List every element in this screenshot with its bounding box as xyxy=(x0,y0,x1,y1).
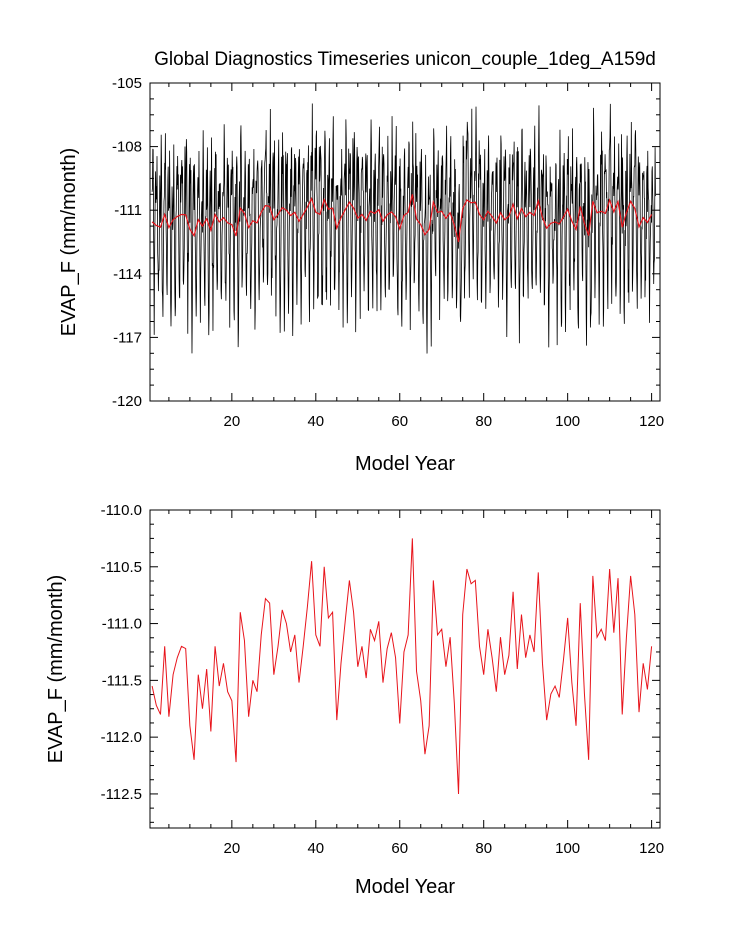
y-tick-label: -108 xyxy=(112,139,142,156)
bottom-y-axis-label: EVAP_F (mm/month) xyxy=(45,575,67,764)
x-tick-label: 120 xyxy=(639,413,664,430)
y-tick-label: -114 xyxy=(113,266,142,283)
y-tick-label: -120 xyxy=(112,393,142,410)
top-panel: -120-117-114-111-108-105 20 40 60 80 100 120 … xyxy=(58,75,664,475)
x-tick-label: 60 xyxy=(391,840,408,857)
bottom-panel: -112.5 -112.0 -111.5 -111.0 -110.5 -110.0 20 4… xyxy=(45,502,664,898)
x-tick-label: 80 xyxy=(475,840,492,857)
top-y-axis: -120 -117 -114 -111 -108 -105 xyxy=(112,75,660,410)
chart-title: Global Diagnostics Timeseries unicon_cou… xyxy=(154,49,656,70)
x-tick-label: 40 xyxy=(307,413,324,430)
y-tick-label: -110.0 xyxy=(101,502,142,519)
y-tick-label: -111.5 xyxy=(102,672,142,689)
bottom-x-axis-label: Model Year xyxy=(355,876,455,898)
y-tick-label: -112.0 xyxy=(101,729,142,746)
x-tick-label: 100 xyxy=(555,413,580,430)
y-tick-label: -111.0 xyxy=(102,616,142,633)
top-y-axis-label: EVAP_F (mm/month) xyxy=(58,148,80,337)
y-tick-label: -112.5 xyxy=(101,786,142,803)
top-x-axis: 20 40 60 80 100 120 xyxy=(168,83,664,430)
monthly-series-line xyxy=(151,103,656,354)
x-tick-label: 60 xyxy=(391,413,408,430)
top-series-group xyxy=(151,103,656,354)
bottom-y-axis: -112.5 -112.0 -111.5 -111.0 -110.5 -110.0 xyxy=(101,502,660,823)
annual-mean-series-line xyxy=(151,194,653,243)
y-tick-label: -111 xyxy=(114,202,142,219)
bottom-series-group xyxy=(151,538,653,794)
y-tick-label: -105 xyxy=(112,75,142,92)
bottom-plot-frame xyxy=(149,509,661,829)
x-tick-label: 20 xyxy=(224,840,241,857)
y-tick-label: -117 xyxy=(113,329,142,346)
x-tick-label: 100 xyxy=(555,840,580,857)
top-x-axis-label: Model Year xyxy=(355,453,455,475)
x-tick-label: 120 xyxy=(639,840,664,857)
x-tick-label: 40 xyxy=(307,840,324,857)
x-tick-label: 80 xyxy=(475,413,492,430)
bottom-x-axis: 20 40 60 80 100 120 xyxy=(168,510,664,857)
annual-mean-series-line xyxy=(151,538,653,794)
y-tick-label: -110.5 xyxy=(101,559,142,576)
x-tick-label: 20 xyxy=(224,413,241,430)
